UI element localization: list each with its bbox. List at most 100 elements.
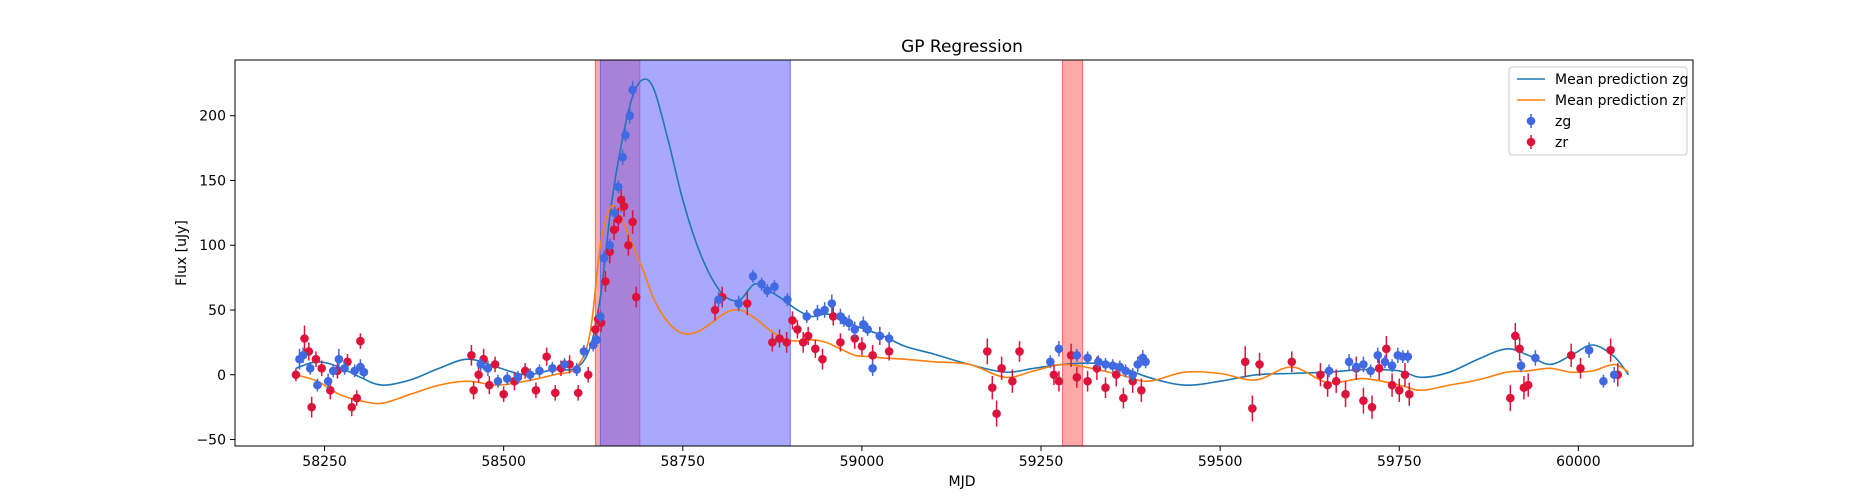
marker — [560, 360, 569, 369]
marker — [850, 334, 860, 343]
marker — [1141, 357, 1150, 367]
marker — [1515, 344, 1524, 354]
data-point-zr — [307, 396, 316, 418]
marker — [625, 111, 635, 120]
marker — [596, 318, 606, 328]
data-point-zg — [1054, 341, 1064, 357]
marker — [631, 292, 641, 302]
marker — [311, 354, 321, 364]
marker — [1359, 396, 1368, 405]
marker — [628, 217, 637, 227]
marker — [988, 383, 997, 393]
marker — [621, 130, 630, 140]
data-point-zg — [1072, 348, 1082, 362]
marker — [1506, 393, 1515, 403]
data-point-zg — [1516, 359, 1526, 373]
shaded-region-red — [1062, 59, 1084, 447]
y-tick-label: 150 — [199, 173, 226, 189]
marker — [1584, 345, 1594, 355]
mean-line-zr — [295, 204, 1629, 405]
data-point-zr — [782, 332, 791, 353]
data-point-zg — [1133, 356, 1143, 373]
marker — [605, 240, 615, 250]
data-point-zr — [1404, 382, 1414, 406]
legend-entry-zg: zg — [1526, 114, 1571, 130]
data-point-zg — [748, 269, 758, 283]
data-point-zg — [734, 295, 743, 312]
data-point-zr — [742, 291, 752, 316]
data-point-zg — [757, 277, 766, 291]
data-point-zg — [614, 180, 623, 194]
data-point-zr — [992, 400, 1001, 427]
data-point-zr — [1072, 366, 1082, 388]
data-point-zr — [609, 219, 619, 241]
data-point-zg — [298, 347, 308, 364]
data-point-zr — [1054, 370, 1064, 392]
data-point-zg — [875, 329, 885, 343]
x-tick-label: 58500 — [481, 454, 526, 470]
marker — [1394, 386, 1404, 395]
data-point-zr — [1400, 363, 1410, 387]
data-point-zg — [1344, 354, 1354, 370]
marker — [1400, 370, 1410, 380]
data-point-zg — [334, 348, 344, 370]
data-point-zr — [1394, 378, 1404, 402]
legend-entry-mean-zg: Mean prediction zg — [1517, 72, 1689, 88]
marker — [1387, 361, 1397, 370]
marker — [1111, 370, 1121, 380]
data-point-zg — [1373, 347, 1383, 364]
marker — [1599, 376, 1608, 386]
marker — [474, 370, 483, 380]
x-tick-label: 58250 — [302, 454, 347, 470]
marker — [352, 393, 362, 403]
marker — [782, 338, 791, 347]
marker — [813, 308, 822, 317]
data-point-zg — [1324, 364, 1334, 378]
data-point-zr — [531, 382, 541, 399]
mean-prediction-lines — [295, 78, 1630, 405]
data-point-zr — [811, 339, 820, 358]
data-point-zr — [1255, 352, 1264, 377]
data-point-zr — [628, 210, 637, 234]
legend-entry-mean-zr: Mean prediction zr — [1517, 93, 1686, 109]
data-point-zg — [1403, 350, 1413, 364]
data-point-zg — [359, 365, 369, 379]
marker — [1133, 360, 1143, 369]
data-point-zg — [1584, 342, 1594, 358]
data-point-zr — [884, 342, 894, 361]
data-point-zg — [560, 357, 569, 371]
marker — [599, 253, 609, 263]
marker — [1382, 344, 1391, 354]
data-point-zg — [340, 361, 349, 375]
marker — [992, 409, 1001, 418]
data-point-zg — [1101, 357, 1110, 371]
data-point-zr — [583, 366, 593, 383]
marker — [1072, 373, 1082, 382]
marker — [1121, 366, 1130, 376]
marker — [476, 360, 486, 369]
data-point-zg — [1366, 364, 1375, 378]
data-point-zr — [467, 344, 476, 366]
marker — [982, 347, 992, 356]
marker — [359, 367, 369, 377]
data-point-zg — [513, 370, 523, 384]
marker — [618, 152, 627, 162]
data-point-zg — [844, 315, 854, 331]
marker — [1316, 370, 1325, 380]
marker — [1049, 370, 1059, 380]
data-point-zr — [1331, 369, 1341, 393]
data-point-zr — [619, 196, 629, 217]
marker — [550, 388, 560, 398]
data-point-zr — [775, 329, 784, 348]
data-points — [291, 80, 1623, 427]
data-point-zr — [857, 337, 867, 356]
data-point-zr — [631, 286, 641, 308]
marker — [1403, 352, 1413, 361]
marker — [1341, 389, 1350, 399]
data-point-zr — [1287, 351, 1297, 373]
marker — [1054, 376, 1064, 386]
marker — [340, 363, 349, 373]
marker — [313, 380, 322, 390]
data-point-zr — [803, 326, 813, 345]
